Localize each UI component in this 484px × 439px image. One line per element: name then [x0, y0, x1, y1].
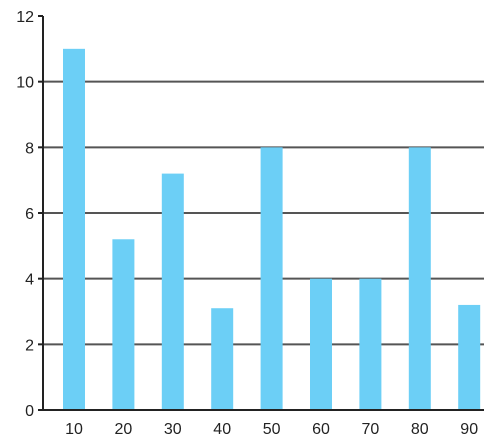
x-tick-label: 50	[263, 421, 281, 438]
x-tick-label: 30	[164, 421, 182, 438]
y-tick-label: 6	[25, 206, 34, 223]
bar-20	[112, 239, 135, 410]
y-tick-label: 0	[25, 403, 34, 420]
x-tick-label: 20	[115, 421, 133, 438]
x-tick-label: 90	[460, 421, 478, 438]
bar-30	[161, 173, 184, 410]
x-tick-label: 80	[411, 421, 429, 438]
bar-50	[260, 147, 283, 411]
axes	[38, 15, 484, 411]
bar-70	[359, 278, 382, 410]
bar-90	[458, 304, 481, 410]
y-tick-label: 4	[25, 272, 34, 289]
x-tick-labels: 10 20 30 40 50 60 70 80 90	[65, 421, 478, 438]
bar-80	[408, 147, 431, 411]
x-tick-label: 40	[213, 421, 231, 438]
y-tick-label: 10	[16, 75, 34, 92]
y-tick-label: 2	[25, 337, 34, 354]
y-tick-labels: 0 2 4 6 8 10 12	[16, 9, 34, 420]
x-tick-label: 70	[362, 421, 380, 438]
x-tick-label: 10	[65, 421, 83, 438]
bars	[63, 48, 481, 411]
bar-40	[211, 308, 234, 410]
y-tick-label: 12	[16, 9, 34, 26]
x-tick-label: 60	[312, 421, 330, 438]
bar-10	[63, 48, 85, 410]
y-tick-label: 8	[25, 140, 34, 157]
bar-60	[310, 278, 332, 410]
